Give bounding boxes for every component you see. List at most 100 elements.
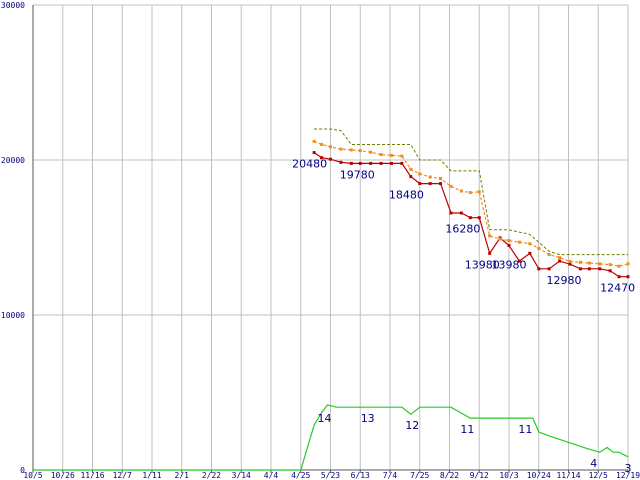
price-series-point [379, 161, 383, 165]
price-series-point [389, 161, 393, 165]
price-series-point [358, 161, 362, 165]
x-tick-label: 4/4 [264, 471, 279, 480]
price-series-point [409, 175, 413, 179]
upper-series-line [314, 128, 628, 256]
price-data-label: 20480 [292, 158, 327, 171]
count-data-label: 12 [405, 419, 419, 432]
price-series-point [617, 275, 621, 279]
price-series-point [349, 161, 353, 165]
grid-lines [33, 4, 629, 470]
x-tick-label: 7/25 [410, 471, 429, 480]
price-data-label: 12980 [547, 274, 582, 287]
average-series-point [312, 139, 316, 143]
average-series-point [400, 154, 404, 158]
x-tick-label: 12/5 [589, 471, 608, 480]
average-series-point [507, 239, 511, 243]
series-lines [33, 128, 630, 471]
price-series-point [598, 267, 602, 271]
x-tick-label: 11/14 [556, 471, 580, 480]
average-series-point [517, 240, 521, 244]
average-series-point [320, 143, 324, 146]
x-tick-label: 12/7 [113, 471, 132, 480]
average-series-point [608, 263, 612, 267]
price-series-point [587, 267, 591, 271]
price-series-point [578, 267, 582, 271]
price-data-label: 18480 [389, 189, 424, 202]
average-series-point [547, 253, 551, 257]
price-data-label: 13980 [465, 258, 500, 271]
price-data-label: 12470 [600, 282, 635, 295]
average-series-point [358, 149, 362, 153]
x-tick-label: 7/4 [383, 471, 398, 480]
price-series-point [320, 156, 324, 160]
average-series-point [537, 246, 541, 250]
average-series-point [409, 167, 413, 171]
average-series-point [468, 191, 472, 195]
y-tick-label: 20000 [1, 156, 25, 165]
average-series-point [558, 256, 562, 260]
count-data-label: 11 [518, 423, 532, 436]
average-series-point [617, 264, 621, 268]
price-series-point [468, 216, 472, 220]
average-series-point [488, 234, 492, 238]
average-series-point [439, 177, 443, 181]
x-tick-label: 12/19 [616, 471, 640, 480]
price-series-point [537, 267, 541, 271]
price-series-point [568, 262, 572, 266]
price-data-label: 19780 [340, 168, 375, 181]
average-series-point [587, 261, 591, 265]
average-series-point [498, 237, 502, 241]
count-data-label: 4 [590, 457, 597, 470]
average-series-point [477, 190, 481, 194]
price-series-point [339, 160, 343, 164]
x-tick-label: 10/5 [23, 471, 42, 480]
y-axis-tick-labels: 0 10000 20000 30000 [1, 1, 25, 475]
price-series-point [517, 259, 521, 263]
price-series-point [547, 267, 551, 271]
price-series-point [608, 269, 612, 273]
average-series-point [528, 242, 532, 246]
price-series-point [488, 251, 492, 255]
x-tick-label: 2/22 [202, 471, 221, 480]
price-data-label: 16280 [445, 223, 480, 236]
price-series-point [507, 244, 511, 248]
average-series-point [449, 184, 453, 188]
y-tick-label: 0 [20, 466, 25, 475]
price-series-point [626, 275, 630, 279]
average-series-point [329, 145, 332, 149]
price-series-point [312, 151, 316, 155]
price-series-point [329, 157, 332, 161]
count-series-line [33, 404, 629, 471]
x-tick-label: 9/12 [470, 471, 489, 480]
price-series-point [428, 182, 432, 186]
x-tick-label: 10/3 [499, 471, 518, 480]
price-series-point [449, 211, 453, 215]
average-series-point [389, 153, 393, 157]
count-data-label: 13 [361, 412, 375, 425]
price-series-point [400, 161, 404, 165]
x-tick-label: 10/24 [527, 471, 551, 480]
average-series-point [369, 150, 373, 154]
average-series-point [379, 153, 383, 157]
price-series-point [418, 182, 422, 186]
price-series-point [477, 216, 481, 220]
y-tick-label: 30000 [1, 1, 25, 10]
count-data-label: 3 [625, 462, 632, 475]
x-tick-label: 2/1 [175, 471, 190, 480]
price-series-point [459, 211, 463, 215]
x-tick-label: 8/22 [440, 471, 459, 480]
count-data-label: 11 [460, 423, 474, 436]
y-tick-label: 10000 [1, 311, 25, 320]
price-series-point [369, 161, 373, 165]
x-tick-label: 6/13 [351, 471, 370, 480]
price-series-point [439, 182, 443, 186]
count-data-label: 14 [318, 412, 332, 425]
average-series-point [598, 262, 602, 266]
average-series-point [626, 262, 630, 266]
average-series-point [428, 175, 432, 179]
price-data-label: 13980 [492, 258, 527, 271]
x-tick-label: 11/16 [80, 471, 104, 480]
average-series-point [568, 260, 572, 264]
